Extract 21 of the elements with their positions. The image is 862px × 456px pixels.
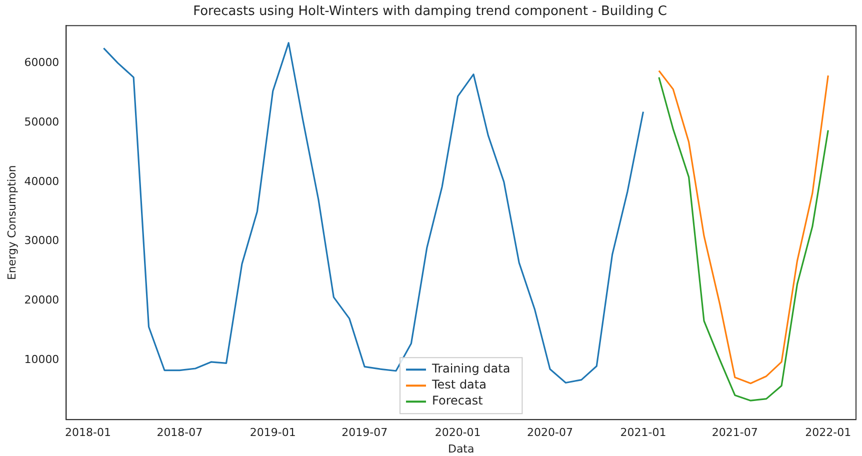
chart-title: Forecasts using Holt-Winters with damping trend component - Building C: [193, 4, 667, 20]
legend-label: Training data: [431, 362, 510, 376]
y-tick-label: 20000: [24, 294, 60, 307]
legend-label: Test data: [431, 378, 486, 392]
x-tick-label: 2019-07: [342, 426, 388, 440]
legend-label: Forecast: [432, 394, 484, 408]
x-tick-label: 2018-01: [64, 426, 111, 440]
x-tick-label: 2022-01: [805, 426, 852, 440]
y-axis-title: Energy Consumption: [5, 165, 18, 280]
y-tick-label: 50000: [24, 115, 60, 128]
y-tick-label: 40000: [24, 174, 60, 188]
x-tick-label: 2019-01: [250, 426, 296, 440]
x-tick-label: 2020-01: [434, 426, 481, 440]
x-tick-label: 2020-07: [527, 426, 573, 440]
y-tick-label: 10000: [24, 353, 60, 366]
y-tick-label: 30000: [24, 234, 60, 248]
y-tick-label: 60000: [24, 56, 60, 69]
x-tick-label: 2018-07: [156, 426, 203, 440]
x-tick-label: 2021-07: [712, 426, 758, 440]
x-tick-label: 2021-01: [620, 426, 666, 440]
x-axis-title: Data: [448, 442, 474, 456]
